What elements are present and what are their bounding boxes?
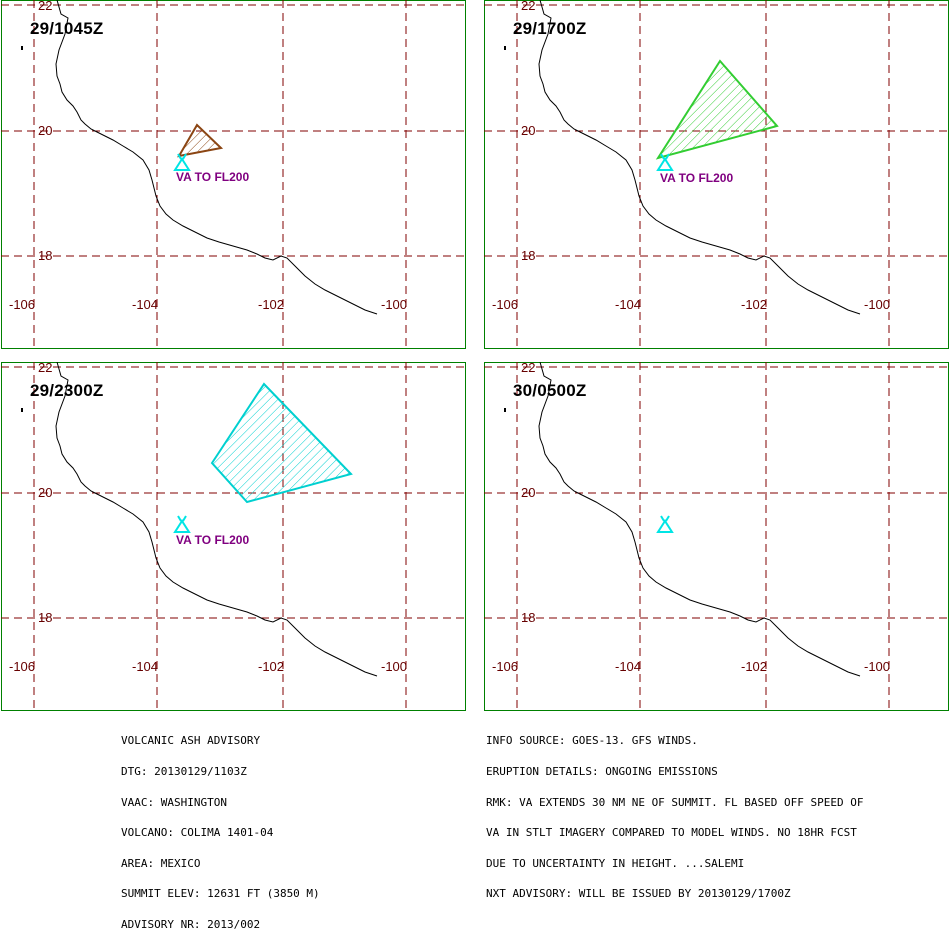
latitude-label: 18 — [38, 610, 53, 625]
advisory-line: DUE TO UNCERTAINTY IN HEIGHT. ...SALEMI — [486, 856, 745, 870]
advisory-text-right: INFO SOURCE: GOES-13. GFS WINDS. ERUPTIO… — [486, 716, 864, 910]
volcano-triangle-icon — [656, 515, 674, 533]
longitude-label: -104 — [615, 659, 642, 674]
advisory-line: RMK: VA EXTENDS 30 NM NE OF SUMMIT. FL B… — [486, 795, 864, 809]
advisory-line: VA IN STLT IMAGERY COMPARED TO MODEL WIN… — [486, 826, 857, 840]
map-frame — [484, 0, 949, 349]
volcano-triangle-icon — [656, 153, 674, 171]
longitude-label: -106 — [492, 659, 519, 674]
advisory-line: AREA: MEXICO — [121, 856, 201, 870]
latitude-label: 20 — [38, 485, 53, 500]
longitude-label: -100 — [381, 659, 408, 674]
map-canvas-3 — [1, 362, 466, 711]
map-canvas-1 — [1, 0, 466, 349]
ash-cloud-polygon — [210, 382, 353, 504]
longitude-label: -106 — [492, 297, 519, 312]
latitude-label: 18 — [521, 610, 536, 625]
longitude-label: -104 — [615, 297, 642, 312]
longitude-label: -104 — [132, 659, 159, 674]
panel-time-label: 29/1045Z — [30, 19, 104, 38]
map-canvas-2 — [484, 0, 949, 349]
advisory-line: INFO SOURCE: GOES-13. GFS WINDS. — [486, 734, 698, 748]
advisory-line: NXT ADVISORY: WILL BE ISSUED BY 20130129… — [486, 887, 791, 901]
latitude-label: 20 — [38, 123, 53, 138]
latitude-label: 22 — [521, 362, 536, 375]
va-label: VA TO FL200 — [176, 170, 250, 184]
map-panel-1: 29/1045Z VA TO FL200 22 20 18 -106 -104 -102 -… — [1, 0, 483, 350]
edge-tick-mark — [21, 408, 23, 412]
longitude-label: -102 — [741, 297, 768, 312]
latitude-label: 22 — [521, 0, 536, 13]
advisory-line: DTG: 20130129/1103Z — [121, 765, 247, 779]
latitude-label: 22 — [38, 362, 53, 375]
va-label: VA TO FL200 — [660, 171, 734, 185]
coastline — [538, 0, 861, 315]
advisory-line: VOLCANIC ASH ADVISORY — [121, 734, 261, 748]
longitude-label: -102 — [258, 297, 285, 312]
map-panel-4: 30/0500Z 22 20 18 -106 -104 -102 -100 — [484, 362, 950, 712]
panel-time-label: 30/0500Z — [513, 381, 587, 400]
panel-time-label: 29/1700Z — [513, 19, 587, 38]
longitude-label: -106 — [9, 297, 36, 312]
map-panel-3: 29/2300Z VA TO FL200 22 20 18 -106 -104 -102 -… — [1, 362, 483, 712]
latitude-label: 18 — [521, 248, 536, 263]
advisory-line: ERUPTION DETAILS: ONGOING EMISSIONS — [486, 765, 718, 779]
ash-cloud-polygon — [177, 123, 224, 158]
coastline — [538, 362, 861, 677]
longitude-label: -100 — [864, 297, 891, 312]
coastline — [55, 0, 378, 315]
longitude-label: -100 — [381, 297, 408, 312]
panel-time-label: 29/2300Z — [30, 381, 104, 400]
ash-cloud-polygon — [655, 59, 779, 160]
coastline — [55, 362, 378, 677]
edge-tick-mark — [504, 408, 506, 412]
map-frame — [1, 0, 466, 349]
volcano-triangle-icon — [173, 515, 191, 533]
longitude-label: -102 — [741, 659, 768, 674]
latitude-label: 22 — [38, 0, 53, 13]
advisory-line: VAAC: WASHINGTON — [121, 795, 227, 809]
longitude-label: -102 — [258, 659, 285, 674]
latitude-label: 18 — [38, 248, 53, 263]
map-frame — [1, 362, 466, 711]
advisory-text-left: VOLCANIC ASH ADVISORY DTG: 20130129/1103… — [121, 716, 320, 940]
latitude-label: 20 — [521, 123, 536, 138]
va-label: VA TO FL200 — [176, 533, 250, 547]
latitude-label: 20 — [521, 485, 536, 500]
edge-tick-mark — [504, 46, 506, 50]
volcano-triangle-icon — [173, 153, 191, 171]
advisory-line: VOLCANO: COLIMA 1401-04 — [121, 826, 274, 840]
edge-tick-mark — [21, 46, 23, 50]
advisory-line: SUMMIT ELEV: 12631 FT (3850 M) — [121, 887, 320, 901]
map-panel-2: 29/1700Z VA TO FL200 22 20 18 -106 -104 -102 -… — [484, 0, 950, 350]
advisory-line: ADVISORY NR: 2013/002 — [121, 918, 261, 932]
map-frame — [484, 362, 949, 711]
map-canvas-4 — [484, 362, 949, 711]
longitude-label: -100 — [864, 659, 891, 674]
longitude-label: -106 — [9, 659, 36, 674]
longitude-label: -104 — [132, 297, 159, 312]
